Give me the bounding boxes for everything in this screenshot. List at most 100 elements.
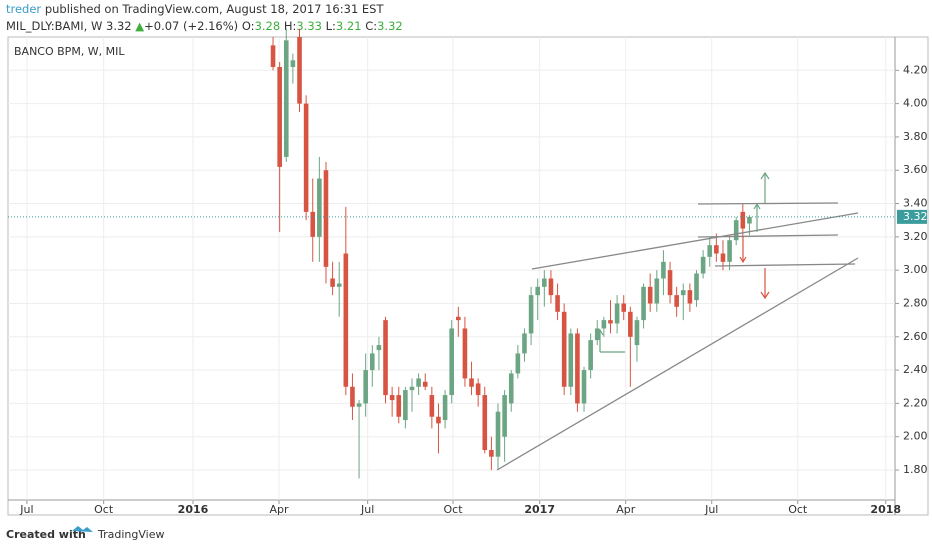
- candle-body: [515, 353, 521, 374]
- candle-body: [323, 170, 329, 267]
- candle-body: [740, 211, 746, 229]
- h-label: H:: [284, 19, 297, 33]
- x-tick-label: Oct: [788, 503, 808, 516]
- candle-body: [303, 103, 309, 212]
- x-tick-label: Jul: [19, 503, 33, 516]
- x-tick-label: Jul: [704, 503, 718, 516]
- candle-body: [667, 270, 673, 296]
- c: 3.32: [377, 19, 403, 33]
- x-tick-label: 2018: [870, 503, 901, 516]
- candle-body: [416, 378, 421, 387]
- o: 3.28: [255, 19, 281, 33]
- h: 3.33: [296, 19, 322, 33]
- y-tick-label: 3.80: [903, 130, 928, 143]
- candle-body: [489, 450, 494, 457]
- y-tick-label: 3.40: [903, 197, 928, 210]
- author[interactable]: treder: [6, 2, 41, 16]
- candle-body: [575, 333, 580, 404]
- candle-body: [588, 340, 593, 371]
- x-tick-label: 2016: [178, 503, 209, 516]
- candle-body: [674, 295, 679, 307]
- logo: [72, 526, 93, 532]
- published: published on TradingView.com, August 18,…: [45, 2, 385, 16]
- candle-body: [727, 240, 732, 262]
- candle-body: [568, 333, 574, 387]
- candle-body: [389, 395, 395, 401]
- change: +0.07 (+2.16%): [144, 19, 238, 33]
- candle-body: [422, 381, 428, 387]
- symbol: MIL_DLY:BAMI, W: [6, 19, 102, 33]
- candle-body: [654, 278, 660, 304]
- arrow-up: [753, 202, 761, 232]
- created-with: Created with: [6, 528, 86, 541]
- candle-body: [376, 345, 382, 351]
- candle-body: [356, 403, 362, 407]
- y-tick-label: 3.00: [903, 263, 928, 276]
- candle-body: [369, 353, 375, 371]
- trendline: [496, 257, 859, 471]
- candle-body: [502, 395, 507, 437]
- candle-body: [336, 283, 342, 287]
- candle-body: [297, 37, 302, 104]
- symbol-label: BANCO BPM, W, MIL: [14, 45, 125, 58]
- trendline: [697, 234, 839, 238]
- candle-body: [442, 395, 448, 421]
- candle-body: [310, 211, 316, 237]
- y-tick-label: 4.00: [903, 97, 928, 110]
- candle-body: [528, 295, 534, 334]
- x-tick-label: Oct: [94, 503, 114, 516]
- candle-body: [383, 320, 388, 396]
- y-tick-label: 1.80: [903, 463, 928, 476]
- candle-body: [277, 66, 282, 167]
- x-tick-label: Apr: [269, 503, 289, 516]
- candle-body: [647, 286, 653, 304]
- candle-body: [720, 253, 726, 262]
- arrow-down: [760, 268, 770, 300]
- candle-body: [449, 328, 454, 396]
- candle-body: [403, 390, 408, 421]
- candle-body: [733, 220, 739, 241]
- candle-body: [343, 253, 349, 387]
- y-tick-label: 2.00: [903, 430, 928, 443]
- candle-body: [614, 303, 620, 324]
- arrows: [596, 171, 770, 353]
- y-tick-label: 4.20: [903, 63, 928, 76]
- brand[interactable]: TradingView: [97, 528, 164, 541]
- last-price-tag: [897, 209, 927, 224]
- candle-body: [694, 273, 699, 301]
- o-label: O:: [242, 19, 255, 33]
- candle-body: [621, 303, 627, 312]
- drawings: [496, 202, 859, 471]
- x-tick-label: Oct: [443, 503, 463, 516]
- y-tick-label: 3.60: [903, 163, 928, 176]
- last-price-label: 3.32: [903, 210, 928, 223]
- c-label: C:: [365, 19, 377, 33]
- candle-body: [270, 45, 276, 67]
- x-tick-label: Jul: [360, 503, 374, 516]
- candle-body: [290, 60, 296, 67]
- candle-body: [601, 320, 607, 329]
- candle-body: [561, 311, 567, 387]
- trendline: [531, 212, 859, 270]
- candle-body: [469, 378, 474, 387]
- candle-body: [641, 286, 646, 321]
- candle-body: [456, 316, 461, 321]
- price: 3.32: [106, 19, 132, 33]
- x-tick-label: 2017: [524, 503, 555, 516]
- candle-body: [661, 261, 666, 279]
- l-label: L:: [326, 19, 336, 33]
- candle-body: [330, 278, 335, 287]
- candle-body: [680, 290, 686, 296]
- candle-body: [317, 178, 322, 237]
- candle-body: [747, 216, 752, 224]
- x-tick-label: Apr: [616, 503, 636, 516]
- candle-body: [535, 286, 541, 296]
- candle-body: [522, 333, 527, 354]
- trendline: [697, 202, 839, 205]
- candle-body: [283, 40, 289, 157]
- y-tick-label: 2.40: [903, 363, 928, 376]
- y-tick-label: 2.20: [903, 396, 928, 409]
- header-line-2: MIL_DLY:BAMI, W 3.32 ▲+0.07 (+2.16%) O:3…: [6, 19, 403, 33]
- candle-body: [429, 395, 435, 417]
- candles: [270, 28, 752, 479]
